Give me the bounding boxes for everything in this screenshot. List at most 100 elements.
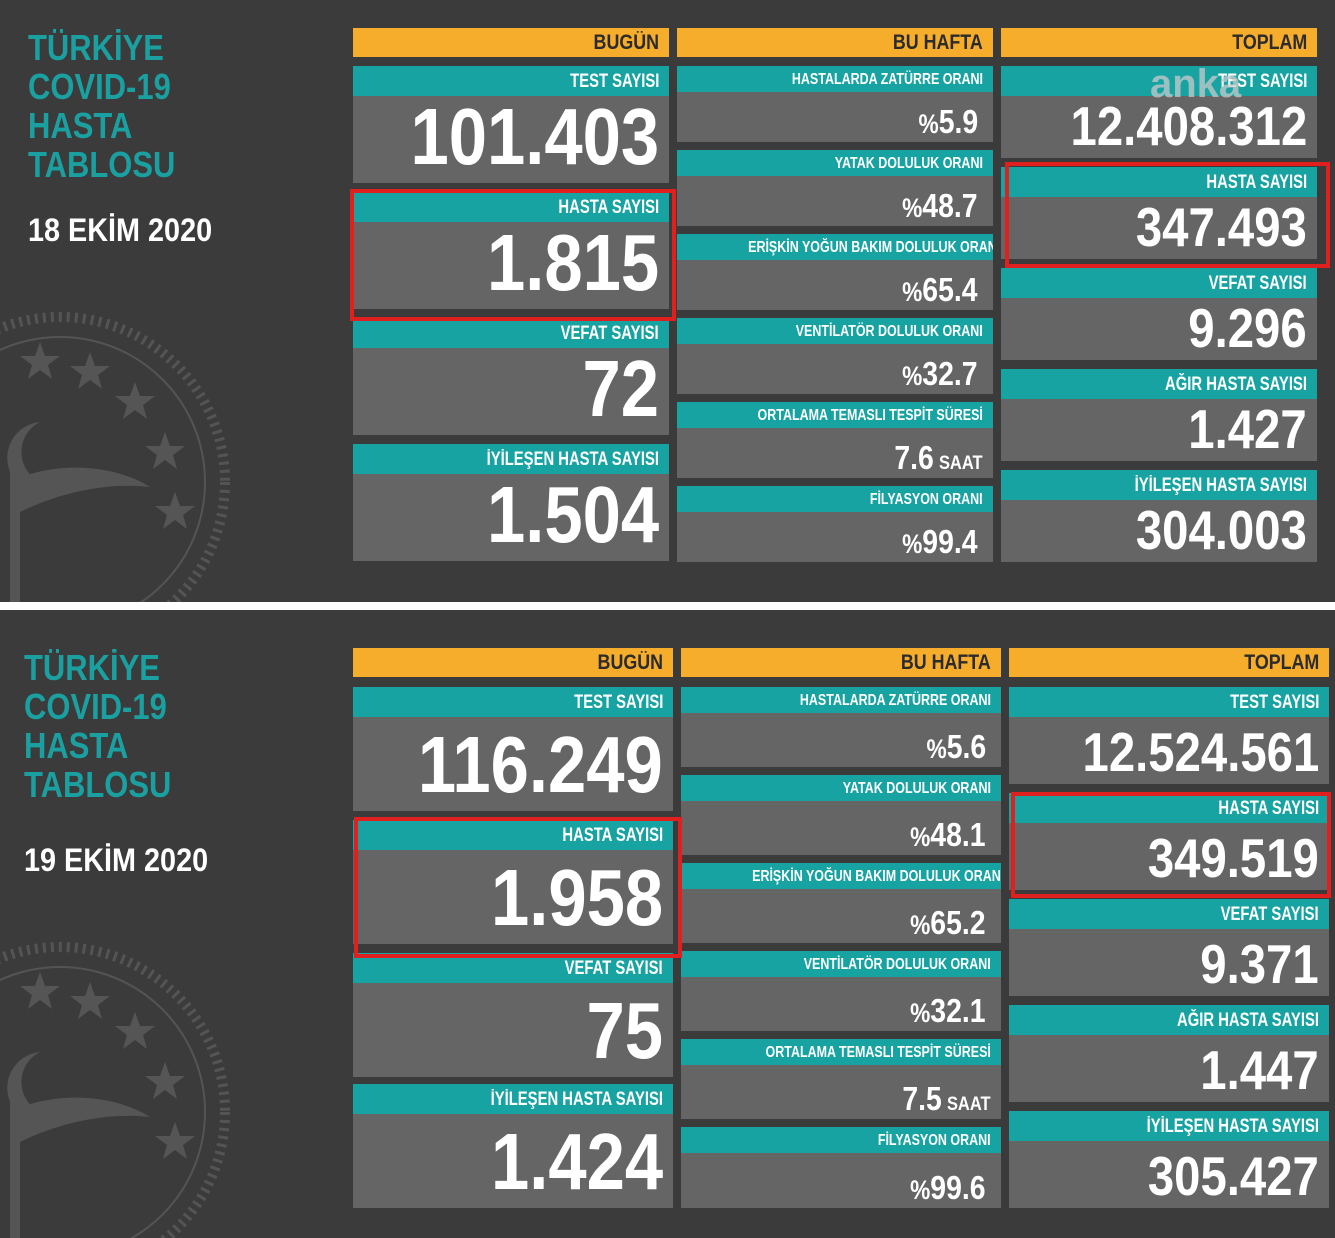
today-recovered-count: İYİLEŞEN HASTA SAYISI 1.424 xyxy=(353,1084,673,1208)
week-bed-occupancy-rate: YATAK DOLULUK ORANI %48.1 xyxy=(681,775,1001,855)
column-header-today: BUGÜN xyxy=(353,648,673,677)
stat-label: HASTALARDA ZATÜRRE ORANI xyxy=(681,687,1001,713)
report-date: 18 EKİM 2020 xyxy=(28,212,213,248)
total-case-count: HASTA SAYISI 347.493 xyxy=(1001,167,1317,259)
stat-value: 7.5 SAAT xyxy=(902,1080,991,1117)
total-severe-case-count: AĞIR HASTA SAYISI 1.427 xyxy=(1001,369,1317,461)
stat-label: VENTİLATÖR DOLULUK ORANI xyxy=(681,951,1001,977)
week-pneumonia-rate: HASTALARDA ZATÜRRE ORANI %5.9 xyxy=(677,66,993,142)
stat-label: ERİŞKİN YOĞUN BAKIM DOLULUK ORANI xyxy=(681,863,1001,889)
stat-label: İYİLEŞEN HASTA SAYISI xyxy=(1009,1111,1329,1141)
stat-label: VENTİLATÖR DOLULUK ORANI xyxy=(677,318,993,344)
stat-label: VEFAT SAYISI xyxy=(1001,268,1317,298)
stat-value: %32.1 xyxy=(910,992,986,1029)
stat-value: 9.371 xyxy=(1200,933,1319,995)
today-death-count: VEFAT SAYISI 75 xyxy=(353,953,673,1077)
title-line-2: COVID-19 xyxy=(24,686,167,727)
stat-label: İYİLEŞEN HASTA SAYISI xyxy=(353,1084,673,1114)
total-severe-case-count: AĞIR HASTA SAYISI 1.447 xyxy=(1009,1005,1329,1102)
week-bed-occupancy-rate: YATAK DOLULUK ORANI %48.7 xyxy=(677,150,993,226)
total-recovered-count: İYİLEŞEN HASTA SAYISI 305.427 xyxy=(1009,1111,1329,1208)
stat-value: 116.249 xyxy=(418,720,663,809)
stat-label: YATAK DOLULUK ORANI xyxy=(677,150,993,176)
stat-value: 12.408.312 xyxy=(1070,95,1307,157)
stat-label: TEST SAYISI xyxy=(1009,687,1329,717)
total-test-count: TEST SAYISI 12.524.561 xyxy=(1009,687,1329,784)
stat-value: 9.296 xyxy=(1188,297,1307,359)
stat-value: 1.815 xyxy=(486,218,659,307)
today-test-count: TEST SAYISI 116.249 xyxy=(353,687,673,811)
week-ventilator-occupancy-rate: VENTİLATÖR DOLULUK ORANI %32.1 xyxy=(681,951,1001,1031)
column-header-today: BUGÜN xyxy=(353,28,669,57)
stat-label: TEST SAYISI xyxy=(353,66,669,96)
column-header-total: TOPLAM xyxy=(1009,648,1329,677)
stat-value: 304.003 xyxy=(1136,499,1307,561)
week-icu-occupancy-rate: ERİŞKİN YOĞUN BAKIM DOLULUK ORANI %65.4 xyxy=(677,234,993,310)
stat-value: 12.524.561 xyxy=(1082,721,1319,783)
total-test-count: TEST SAYISI 12.408.312 xyxy=(1001,66,1317,158)
stat-value: %5.9 xyxy=(918,103,978,140)
title-line-3: HASTA xyxy=(24,725,129,766)
total-recovered-count: İYİLEŞEN HASTA SAYISI 304.003 xyxy=(1001,470,1317,562)
week-contact-tracing-time: ORTALAMA TEMASLI TESPİT SÜRESİ 7.6 SAAT xyxy=(677,402,993,478)
week-icu-occupancy-rate: ERİŞKİN YOĞUN BAKIM DOLULUK ORANI %65.2 xyxy=(681,863,1001,943)
highlight-total-cases xyxy=(1005,162,1330,268)
today-case-count: HASTA SAYISI 1.815 xyxy=(353,192,669,309)
stat-label: İYİLEŞEN HASTA SAYISI xyxy=(353,444,669,474)
stat-label: ORTALAMA TEMASLI TESPİT SÜRESİ xyxy=(681,1039,1001,1065)
stat-value: %65.2 xyxy=(910,904,986,941)
week-ventilator-occupancy-rate: VENTİLATÖR DOLULUK ORANI %32.7 xyxy=(677,318,993,394)
stat-value: 1.958 xyxy=(490,853,663,942)
stat-label: HASTALARDA ZATÜRRE ORANI xyxy=(677,66,993,92)
today-death-count: VEFAT SAYISI 72 xyxy=(353,318,669,435)
stat-label: VEFAT SAYISI xyxy=(1009,899,1329,929)
stat-label: VEFAT SAYISI xyxy=(353,953,673,983)
ministry-of-health-emblem-icon xyxy=(0,312,230,602)
report-panel-oct-18: TÜRKİYE COVID-19 HASTA TABLOSU 18 EKİM 2… xyxy=(0,0,1335,602)
stat-value: 305.427 xyxy=(1148,1145,1319,1207)
title-line-1: TÜRKİYE xyxy=(24,647,160,688)
week-filiation-rate: FİLYASYON ORANI %99.6 xyxy=(681,1127,1001,1208)
stat-value: %99.4 xyxy=(902,523,978,560)
highlight-today-cases xyxy=(350,189,676,321)
report-date: 19 EKİM 2020 xyxy=(24,842,209,878)
stat-value: %65.4 xyxy=(902,271,978,308)
column-header-week: BU HAFTA xyxy=(681,648,1001,677)
title-line-3: HASTA xyxy=(28,105,133,146)
stat-value: 1.447 xyxy=(1200,1039,1319,1101)
stat-value: %5.6 xyxy=(926,728,986,765)
title-line-4: TABLOSU xyxy=(24,764,172,805)
week-pneumonia-rate: HASTALARDA ZATÜRRE ORANI %5.6 xyxy=(681,687,1001,767)
week-filiation-rate: FİLYASYON ORANI %99.4 xyxy=(677,486,993,562)
stat-value: %48.1 xyxy=(910,816,986,853)
report-panel-oct-19: TÜRKİYE COVID-19 HASTA TABLOSU 19 EKİM 2… xyxy=(0,610,1335,1238)
total-case-count: HASTA SAYISI 349.519 xyxy=(1009,793,1329,890)
stat-value: 7.6 SAAT xyxy=(894,439,983,476)
stat-value: 1.427 xyxy=(1188,398,1307,460)
stat-label: İYİLEŞEN HASTA SAYISI xyxy=(1001,470,1317,500)
stat-label: ERİŞKİN YOĞUN BAKIM DOLULUK ORANI xyxy=(677,234,993,260)
stat-value: 101.403 xyxy=(410,92,659,181)
total-death-count: VEFAT SAYISI 9.371 xyxy=(1009,899,1329,996)
stat-label: TEST SAYISI xyxy=(353,687,673,717)
report-title: TÜRKİYE COVID-19 HASTA TABLOSU xyxy=(24,648,171,804)
stat-label: FİLYASYON ORANI xyxy=(677,486,993,512)
today-case-count: HASTA SAYISI 1.958 xyxy=(353,820,673,944)
stat-value: %48.7 xyxy=(902,187,978,224)
stat-label: HASTA SAYISI xyxy=(353,192,669,222)
stat-value: 347.493 xyxy=(1136,196,1307,258)
stat-value: 1.504 xyxy=(486,470,659,559)
stat-value: 349.519 xyxy=(1148,827,1319,889)
title-line-2: COVID-19 xyxy=(28,66,171,107)
total-death-count: VEFAT SAYISI 9.296 xyxy=(1001,268,1317,360)
stat-label: HASTA SAYISI xyxy=(353,820,673,850)
stat-value: %99.6 xyxy=(910,1169,986,1206)
today-recovered-count: İYİLEŞEN HASTA SAYISI 1.504 xyxy=(353,444,669,561)
stat-value: 75 xyxy=(586,986,663,1075)
stat-label: YATAK DOLULUK ORANI xyxy=(681,775,1001,801)
stat-label: ORTALAMA TEMASLI TESPİT SÜRESİ xyxy=(677,402,993,428)
week-contact-tracing-time: ORTALAMA TEMASLI TESPİT SÜRESİ 7.5 SAAT xyxy=(681,1039,1001,1119)
stat-value: 1.424 xyxy=(490,1117,663,1206)
watermark: anka xyxy=(1150,62,1242,106)
stat-value: 72 xyxy=(582,344,659,433)
